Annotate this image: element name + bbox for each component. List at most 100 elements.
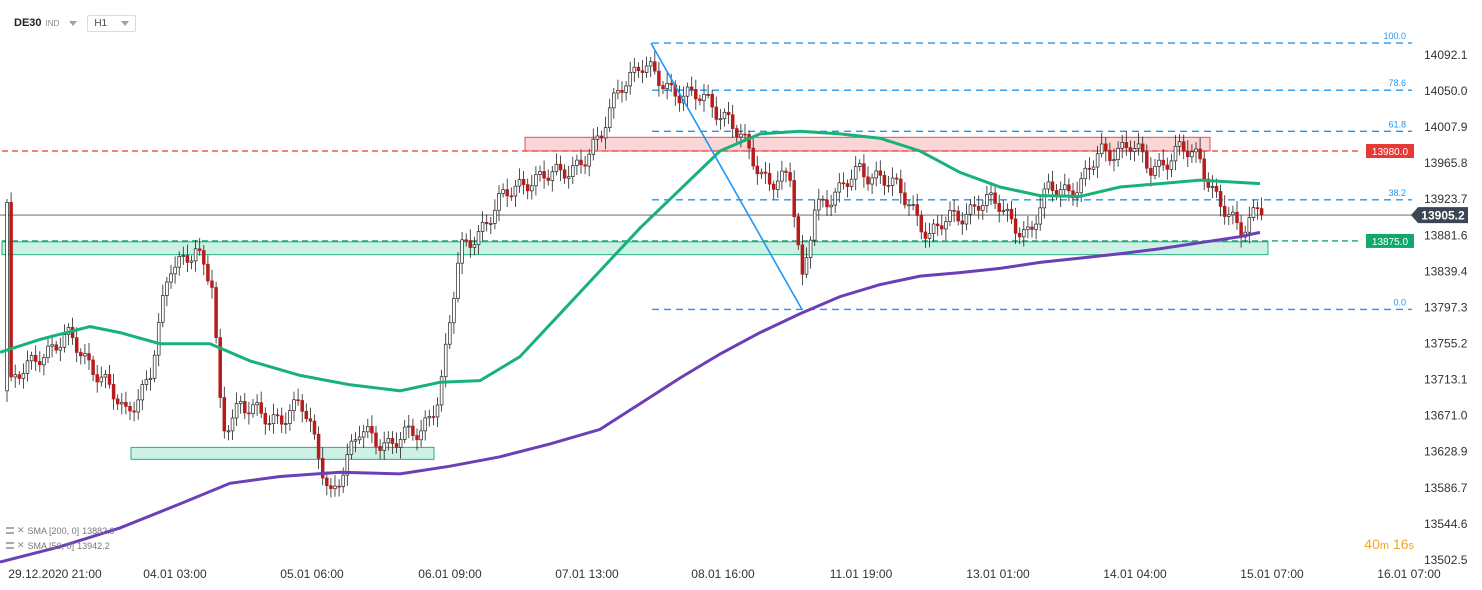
candle-body [218, 337, 222, 398]
candle-body [464, 239, 468, 242]
candle-body [370, 426, 374, 434]
candle-body [804, 257, 809, 275]
candle-body [607, 107, 612, 128]
candle-body [853, 166, 858, 180]
candle-body [230, 417, 235, 432]
candle-body [739, 133, 743, 138]
candle-body [685, 86, 690, 97]
candle-body [915, 204, 919, 216]
candle-body [1050, 181, 1055, 191]
candle-body [251, 404, 255, 414]
candle-body [931, 223, 936, 235]
candle-body [534, 174, 538, 187]
candle-body [554, 163, 559, 173]
symbol-name[interactable]: DE30 [14, 17, 42, 29]
candle-body [58, 346, 63, 351]
candle-body [841, 182, 846, 185]
candle-body [1231, 211, 1235, 216]
candle-body [1001, 210, 1006, 213]
x-tick-label: 13.01 01:00 [966, 567, 1030, 581]
candle-body [710, 94, 714, 108]
candle-body [304, 410, 309, 420]
candle-body [940, 225, 944, 230]
y-tick-label: 13965.8 [1424, 156, 1468, 170]
candle-body [1169, 160, 1174, 170]
candle-body [267, 423, 272, 426]
candle-body [115, 398, 120, 405]
candle-body [448, 322, 452, 345]
indicator-sma-50[interactable]: ✕ SMA [50, 0] 13942.2 [6, 540, 110, 551]
candle-body [981, 205, 985, 211]
chart-toolbar: DE30 IND H1 [14, 13, 137, 33]
candle-body [702, 94, 706, 102]
candle-body [1128, 147, 1133, 152]
y-tick-label: 14007.9 [1424, 120, 1468, 134]
candle-body [706, 94, 710, 96]
close-icon[interactable]: ✕ [17, 525, 25, 535]
candle-body [870, 177, 874, 185]
candle-body [206, 263, 210, 282]
candle-body [411, 425, 415, 436]
candle-body [140, 384, 145, 401]
candle-body [1181, 141, 1186, 152]
y-tick-label: 13628.9 [1424, 445, 1468, 459]
candle-body [632, 66, 637, 73]
price-label-text: 13980.0 [1372, 147, 1409, 158]
close-icon[interactable]: ✕ [17, 540, 25, 550]
candle-body [689, 86, 694, 90]
candle-body [50, 344, 54, 347]
candle-body [812, 209, 817, 241]
candle-body [1067, 184, 1071, 192]
indicator-label: SMA [200, 0] [27, 525, 80, 536]
candle-timer: 40m 16s [1364, 536, 1414, 552]
symbol-dropdown-icon[interactable] [69, 20, 78, 26]
last-price-badge [1411, 207, 1468, 224]
candle-body [38, 361, 42, 366]
candle-body [1038, 207, 1042, 225]
chevron-down-icon [121, 20, 130, 26]
support-zone [130, 446, 435, 460]
candle-body [698, 98, 702, 102]
candle-body [599, 135, 604, 139]
candle-body [640, 70, 645, 73]
x-tick-label: 08.01 16:00 [691, 567, 755, 581]
candle-body [33, 355, 38, 362]
candle-body [591, 138, 596, 155]
candle-body [128, 406, 132, 412]
candle-body [345, 454, 350, 476]
candle-body [735, 128, 739, 138]
candle-body [427, 416, 432, 419]
candle-body [107, 374, 112, 385]
candle-body [648, 61, 653, 67]
candle-body [54, 344, 58, 351]
candle-body [99, 376, 104, 383]
candle-body [1214, 185, 1219, 192]
candle-body [1009, 208, 1014, 220]
candle-body [927, 233, 932, 239]
candle-body [325, 477, 329, 487]
timeframe-select[interactable]: H1 [87, 14, 137, 32]
indicator-sma-200[interactable]: ✕ SMA [200, 0] 13882.9 [6, 525, 115, 536]
candle-body [509, 195, 514, 198]
candle-body [169, 273, 173, 283]
candle-body [341, 474, 345, 487]
y-tick-label: 14050.0 [1424, 84, 1468, 98]
candle-body [148, 377, 153, 381]
candle-body [185, 255, 190, 263]
candle-body [513, 185, 518, 197]
symbol-type: IND [45, 18, 60, 28]
candle-body [546, 177, 550, 181]
candle-body [657, 70, 661, 86]
candle-body [480, 221, 485, 232]
x-tick-label: 16.01 07:00 [1377, 567, 1441, 581]
candle-body [747, 133, 751, 149]
candle-body [279, 415, 284, 425]
y-tick-label: 13923.7 [1424, 192, 1468, 206]
candle-body [849, 178, 854, 187]
candle-body [1227, 214, 1231, 217]
candle-body [312, 420, 317, 435]
y-tick-label: 13839.4 [1424, 264, 1468, 278]
candle-body [423, 417, 427, 432]
candle-body [152, 354, 157, 379]
